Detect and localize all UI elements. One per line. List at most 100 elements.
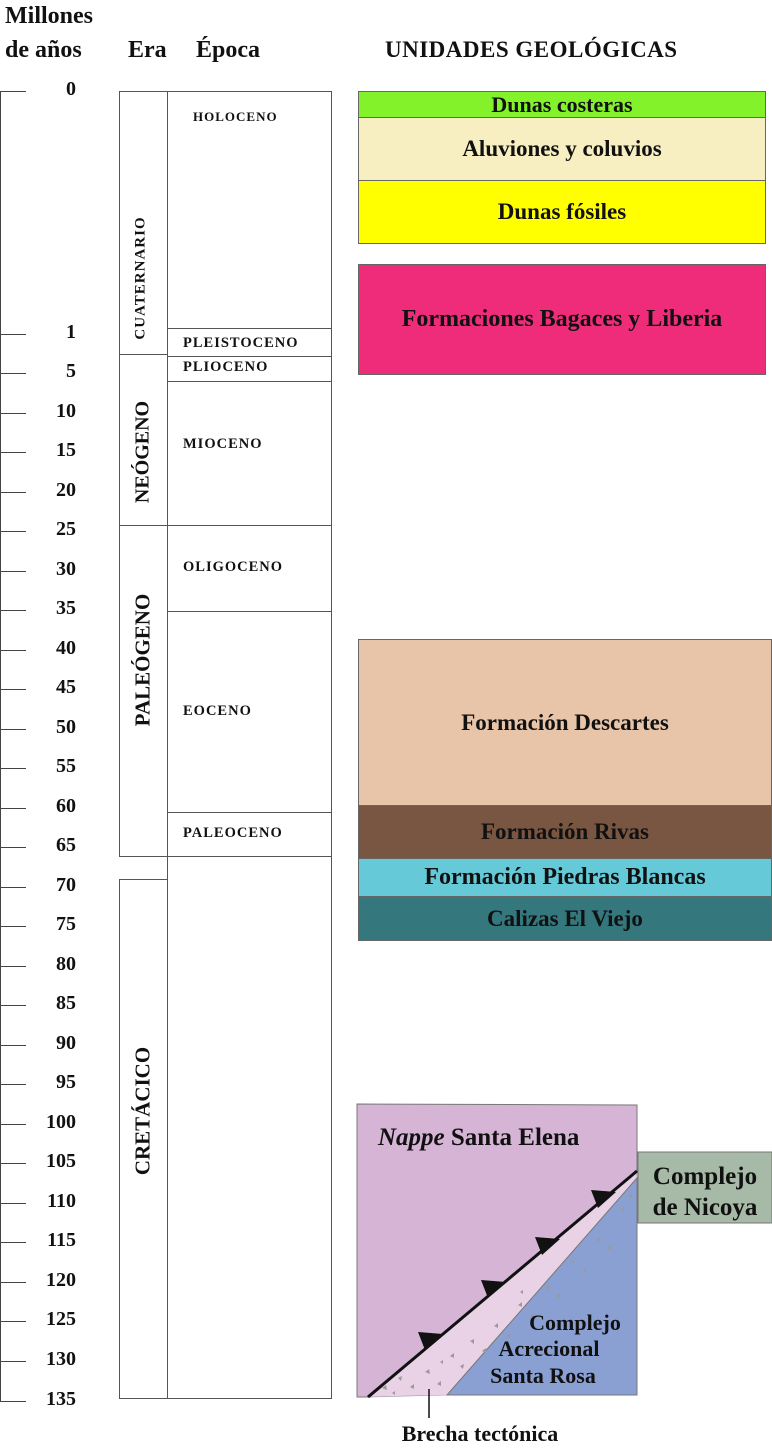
tick-line-25: [0, 531, 26, 532]
tick-line-75: [0, 926, 26, 927]
tick-line-70: [0, 887, 26, 888]
tick-line-100: [0, 1124, 26, 1125]
tick-label-125: 125: [46, 1308, 76, 1330]
epoch-divider-3: [167, 381, 332, 382]
nicoya-label-line1: Complejo: [653, 1163, 757, 1190]
header-epoca: Época: [196, 37, 261, 63]
tick-line-15: [0, 452, 26, 453]
tick-line-60: [0, 808, 26, 809]
tick-label-105: 105: [46, 1150, 76, 1172]
header-unidades: UNIDADES GEOLÓGICAS: [385, 37, 678, 62]
tick-line-10: [0, 413, 26, 414]
tick-label-100: 100: [46, 1111, 76, 1133]
epoch-divider-2: [167, 356, 332, 357]
tick-label-35: 35: [56, 597, 76, 619]
tick-label-40: 40: [56, 637, 76, 659]
tick-label-110: 110: [47, 1190, 76, 1212]
santa-rosa-label-line1: Complejo: [529, 1310, 621, 1335]
nappe-title: Nappe Santa Elena: [377, 1124, 580, 1151]
header-millones: Millones de años: [5, 0, 93, 67]
era-box-paleogeno: [119, 525, 168, 857]
epoch-label-holoceno: HOLOCENO: [193, 109, 278, 124]
tick-label-30: 30: [56, 558, 76, 580]
tick-line-5: [0, 373, 26, 374]
header-millones-line2: de años: [5, 37, 82, 63]
epoch-label-oligoceno: OLIGOCENO: [183, 559, 284, 575]
time-axis-line: [0, 91, 1, 1402]
tick-label-135: 135: [46, 1388, 76, 1410]
nappe-title-italic: Nappe: [377, 1124, 445, 1151]
era-box-cretacico: [119, 879, 168, 1399]
epoch-label-eoceno: EOCENO: [183, 703, 252, 719]
tick-line-40: [0, 650, 26, 651]
tick-label-75: 75: [56, 913, 76, 935]
tick-line-55: [0, 768, 26, 769]
nicoya-label-line2: de Nicoya: [653, 1194, 758, 1221]
thrust-teeth: [418, 1190, 616, 1350]
santa-rosa-complex-area: [445, 1176, 638, 1396]
tick-line-35: [0, 610, 26, 611]
nappe-title-rest: Santa Elena: [445, 1124, 580, 1151]
epoch-divider-4: [167, 525, 332, 526]
epoch-divider-5: [167, 611, 332, 612]
tick-line-90: [0, 1045, 26, 1046]
tick-label-115: 115: [47, 1229, 76, 1251]
tick-label-80: 80: [56, 953, 76, 975]
epoch-label-pleistoceno: PLEISTOCENO: [183, 335, 299, 351]
tick-line-130: [0, 1361, 26, 1362]
epoch-divider-6: [167, 812, 332, 813]
brecha-label: Brecha tectónica: [402, 1421, 559, 1446]
tick-line-50: [0, 729, 26, 730]
tick-label-90: 90: [56, 1032, 76, 1054]
unit-formacion-rivas: Formación Rivas: [358, 805, 772, 859]
tick-line-45: [0, 689, 26, 690]
unit-aluviones-coluvios: Aluviones y coluvios: [358, 117, 766, 181]
unit-calizas-el-viejo: Calizas El Viejo: [358, 896, 772, 941]
epoch-divider-7: [167, 856, 332, 857]
epoch-label-plioceno: PLIOCENO: [183, 359, 269, 375]
tick-label-5: 5: [66, 360, 76, 382]
santa-rosa-label-line3: Santa Rosa: [490, 1363, 596, 1388]
tick-label-25: 25: [56, 518, 76, 540]
tick-line-1: [0, 334, 26, 335]
epoch-label-mioceno: MIOCENO: [183, 436, 263, 452]
header-era: Era: [128, 37, 167, 63]
tick-label-120: 120: [46, 1269, 76, 1291]
tick-line-125: [0, 1321, 26, 1322]
tick-label-45: 45: [56, 676, 76, 698]
tick-line-30: [0, 571, 26, 572]
epoch-label-paleoceno: PALEOCENO: [183, 825, 283, 841]
unit-piedras-blancas: Formación Piedras Blancas: [358, 858, 772, 897]
tick-line-65: [0, 847, 26, 848]
tick-label-70: 70: [56, 874, 76, 896]
unit-dunas-fosiles: Dunas fósiles: [358, 180, 766, 244]
brecha-fragments: [382, 1193, 632, 1395]
tick-line-115: [0, 1242, 26, 1243]
tick-line-20: [0, 492, 26, 493]
tick-label-65: 65: [56, 834, 76, 856]
epoch-divider-1: [167, 328, 332, 329]
tick-label-10: 10: [56, 400, 76, 422]
tick-label-85: 85: [56, 992, 76, 1014]
tick-label-55: 55: [56, 755, 76, 777]
tick-line-85: [0, 1005, 26, 1006]
tick-label-95: 95: [56, 1071, 76, 1093]
tick-line-120: [0, 1282, 26, 1283]
tick-label-60: 60: [56, 795, 76, 817]
tick-line-110: [0, 1203, 26, 1204]
tick-label-50: 50: [56, 716, 76, 738]
santa-rosa-label-line2: Acrecional: [498, 1336, 599, 1361]
tick-line-0: [0, 91, 26, 92]
tick-line-95: [0, 1084, 26, 1085]
tick-label-130: 130: [46, 1348, 76, 1370]
tick-label-1: 1: [66, 321, 76, 343]
tick-label-15: 15: [56, 439, 76, 461]
tick-label-0: 0: [66, 78, 76, 100]
tick-line-135: [0, 1401, 26, 1402]
tick-label-20: 20: [56, 479, 76, 501]
tick-line-105: [0, 1163, 26, 1164]
header-millones-line1: Millones: [5, 3, 93, 29]
unit-bagaces-liberia: Formaciones Bagaces y Liberia: [358, 264, 766, 375]
nicoya-complex-box: [637, 1151, 772, 1224]
